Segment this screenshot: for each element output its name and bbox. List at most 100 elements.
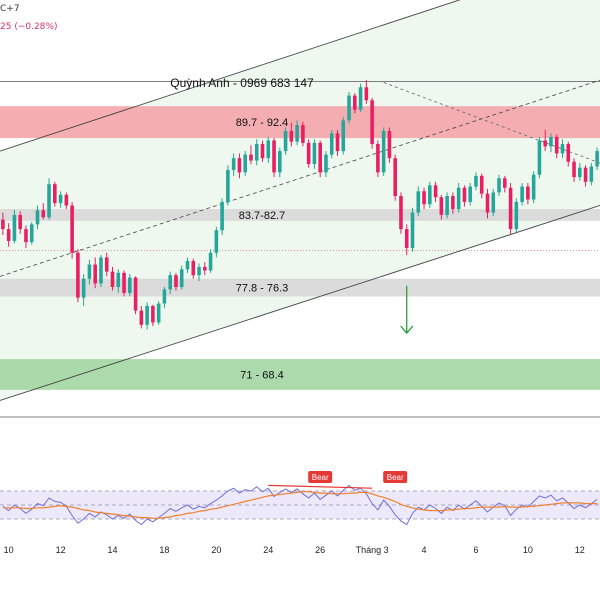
candle-body [278, 151, 282, 173]
trendlines-layer [0, 0, 600, 418]
zone-label-4: 71 - 68.4 [240, 369, 283, 381]
candle-body [353, 95, 357, 110]
candle-body [260, 144, 265, 159]
labels-layer: 89.7 - 92.4 83.7-82.7 77.8 - 76.3 71 - 68.4… [170, 76, 314, 381]
candle-body [139, 310, 144, 325]
candle-body [479, 175, 484, 194]
candle-body [162, 289, 167, 304]
candle-body [520, 186, 524, 202]
candle-body [93, 264, 97, 284]
candle-body [318, 142, 322, 173]
candle-body [358, 87, 363, 110]
bearish-divergence-line [268, 484, 373, 489]
candle-body [70, 205, 74, 253]
candle-body [439, 197, 444, 215]
candle-body [589, 166, 594, 182]
x-tick-label: 6 [473, 545, 478, 555]
candle-body [156, 303, 161, 323]
candle-body [445, 196, 449, 215]
resistance-dashed-line [383, 82, 600, 164]
candle-body [110, 271, 115, 287]
candle-body [220, 201, 224, 231]
bear-badge-1 [308, 471, 333, 483]
x-tick-label: 10 [4, 545, 14, 555]
candle-body [122, 272, 126, 293]
candle-body [243, 154, 247, 173]
candle-body [306, 142, 311, 165]
zone-label-1: 89.7 - 92.4 [236, 117, 289, 129]
candle-body [404, 229, 409, 248]
candle-body [185, 261, 190, 270]
candle-body [191, 261, 196, 276]
zone-label-3: 77.8 - 76.3 [236, 283, 289, 295]
channel-fill [0, 0, 600, 401]
candle-body [179, 269, 184, 287]
candle-body [410, 212, 415, 248]
candle-body [399, 196, 403, 230]
x-tick-label: 14 [107, 545, 117, 555]
candle-body [537, 140, 542, 175]
channel-lower-line [0, 205, 600, 401]
zone-4 [0, 359, 600, 390]
candle-body [76, 252, 80, 298]
rsi-ma-line [2, 491, 598, 519]
x-tick-label: 10 [523, 545, 533, 555]
candle-body [145, 305, 149, 325]
candle-body [203, 266, 207, 271]
candle-body [231, 158, 236, 170]
candle-body [151, 305, 155, 323]
candle-body [549, 136, 553, 147]
candle-body [560, 144, 565, 154]
candle-body [543, 140, 547, 147]
candle-body [335, 133, 340, 152]
candle-body [47, 184, 51, 218]
candle-body [174, 275, 178, 287]
candle-body [168, 275, 172, 290]
candle-body [128, 277, 132, 293]
candle-body [347, 95, 351, 121]
candle-body [474, 175, 478, 187]
candle-body [214, 230, 219, 253]
candle-body [29, 224, 34, 243]
candle-body [491, 192, 496, 213]
candle-body [416, 191, 421, 213]
candle-body [393, 158, 397, 196]
candle-body [237, 158, 242, 173]
candle-body [1, 219, 5, 230]
x-axis: 10 12 14 18 20 24 26 Tháng 3 4 6 10 12 [4, 545, 585, 555]
candle-body [53, 184, 57, 204]
candle-body [208, 252, 213, 271]
candle-body [249, 154, 253, 161]
author-annotation: Quỳnh Anh - 0969 683 147 [170, 76, 314, 90]
candle-body [12, 214, 17, 241]
chart-header-change: 25 (−0.28%) [0, 22, 58, 32]
candle-body [295, 125, 299, 142]
candles-layer [1, 80, 599, 330]
candle-body [578, 167, 582, 178]
candle-body [24, 229, 28, 243]
candle-body [497, 178, 501, 193]
candle-body [485, 193, 490, 213]
candle-body [254, 144, 259, 161]
zone-3 [0, 278, 600, 297]
candle-body [35, 210, 40, 225]
candle-body [595, 151, 599, 167]
candle-body [104, 257, 109, 272]
candle-body [312, 142, 317, 165]
candle-body [370, 100, 374, 144]
candle-body [226, 170, 230, 202]
zone-label-2: 83.7-82.7 [239, 210, 285, 222]
x-tick-label: 4 [422, 545, 427, 555]
x-tick-label: 12 [56, 545, 66, 555]
candle-body [526, 186, 530, 200]
candle-body [451, 196, 455, 209]
candle-body [572, 161, 576, 178]
zone-1 [0, 106, 600, 139]
candle-body [428, 185, 432, 205]
bear-label-2: Bear [387, 473, 404, 482]
channel-mid-line [0, 79, 600, 277]
candle-body [554, 136, 559, 154]
candle-body [503, 178, 507, 188]
x-tick-label: 18 [159, 545, 169, 555]
